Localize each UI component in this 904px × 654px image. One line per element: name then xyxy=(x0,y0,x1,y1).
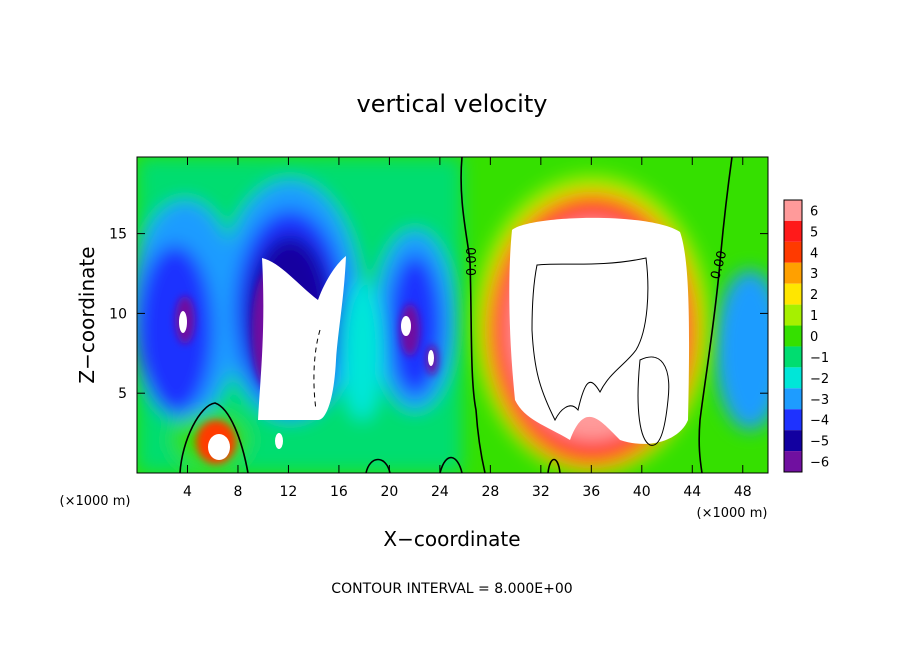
x-tick-label: 28 xyxy=(481,484,499,500)
colorbar-swatch xyxy=(784,346,802,368)
x-axis-label: X−coordinate xyxy=(383,527,520,551)
velocity-field xyxy=(137,157,768,473)
colorbar-label: 4 xyxy=(810,246,818,261)
colorbar-swatch xyxy=(784,262,802,284)
y-axis-label: Z−coordinate xyxy=(75,246,99,383)
colorbar-swatch xyxy=(784,325,802,347)
colorbar-label: −1 xyxy=(810,351,829,366)
y-tick-label: 15 xyxy=(109,227,127,243)
colorbar-label: −5 xyxy=(810,435,829,450)
colorbar-label: −6 xyxy=(810,456,829,471)
chart-title: vertical velocity xyxy=(357,90,548,118)
contour-label: 0.00 xyxy=(465,247,480,276)
x-tick-label: 12 xyxy=(280,484,298,500)
x-tick-label: 36 xyxy=(582,484,600,500)
colorbar-swatch xyxy=(784,409,802,431)
x-tick-label: 4 xyxy=(183,484,192,500)
colorbar-label: −4 xyxy=(810,414,829,429)
colorbar-frame xyxy=(783,199,803,473)
x-tick-label: 8 xyxy=(233,484,242,500)
colorbar-swatch xyxy=(784,451,802,472)
colorbar-swatch xyxy=(784,200,802,221)
contour-interval-note: CONTOUR INTERVAL = 8.000E+00 xyxy=(331,581,572,597)
x-tick-label: 40 xyxy=(633,484,651,500)
x-axis-unit-left: (×1000 m) xyxy=(60,494,131,509)
x-tick-label: 16 xyxy=(330,484,348,500)
x-tick-label: 24 xyxy=(431,484,449,500)
x-tick-label: 32 xyxy=(532,484,550,500)
colorbar-swatch xyxy=(784,388,802,410)
colorbar-swatch xyxy=(784,304,802,326)
colorbar-label: −3 xyxy=(810,393,829,408)
colorbar-swatch xyxy=(784,241,802,263)
contour-label: 0.00 xyxy=(708,249,730,281)
colorbar-swatch xyxy=(784,283,802,305)
y-tick-label: 10 xyxy=(109,306,127,322)
colorbar-label: 3 xyxy=(810,267,818,282)
plot-frame xyxy=(136,156,769,474)
colorbar-swatch xyxy=(784,220,802,242)
x-axis-ticks: 4 8 12 16 20 24 28 32 36 40 44 48 xyxy=(183,157,752,500)
x-tick-label: 44 xyxy=(683,484,701,500)
contour-label-group: 0.00 0.00 xyxy=(465,247,730,281)
y-tick-label: 5 xyxy=(118,386,127,402)
x-tick-label: 20 xyxy=(380,484,398,500)
colorbar-label: −2 xyxy=(810,372,829,387)
x-axis-unit-right: (×1000 m) xyxy=(697,506,768,521)
colorbar: 6 5 4 3 2 1 0 −1 −2 −3 −4 −5 −6 xyxy=(783,199,829,473)
colorbar-label: 6 xyxy=(810,204,818,219)
colorbar-swatch xyxy=(784,367,802,389)
colorbar-label: 0 xyxy=(810,330,818,345)
colorbar-label: 5 xyxy=(810,225,818,240)
y-axis-ticks: 5 10 15 xyxy=(109,227,768,402)
x-tick-label: 48 xyxy=(734,484,752,500)
colorbar-label: 2 xyxy=(810,288,818,303)
colorbar-label: 1 xyxy=(810,309,818,324)
colorbar-swatch xyxy=(784,430,802,452)
